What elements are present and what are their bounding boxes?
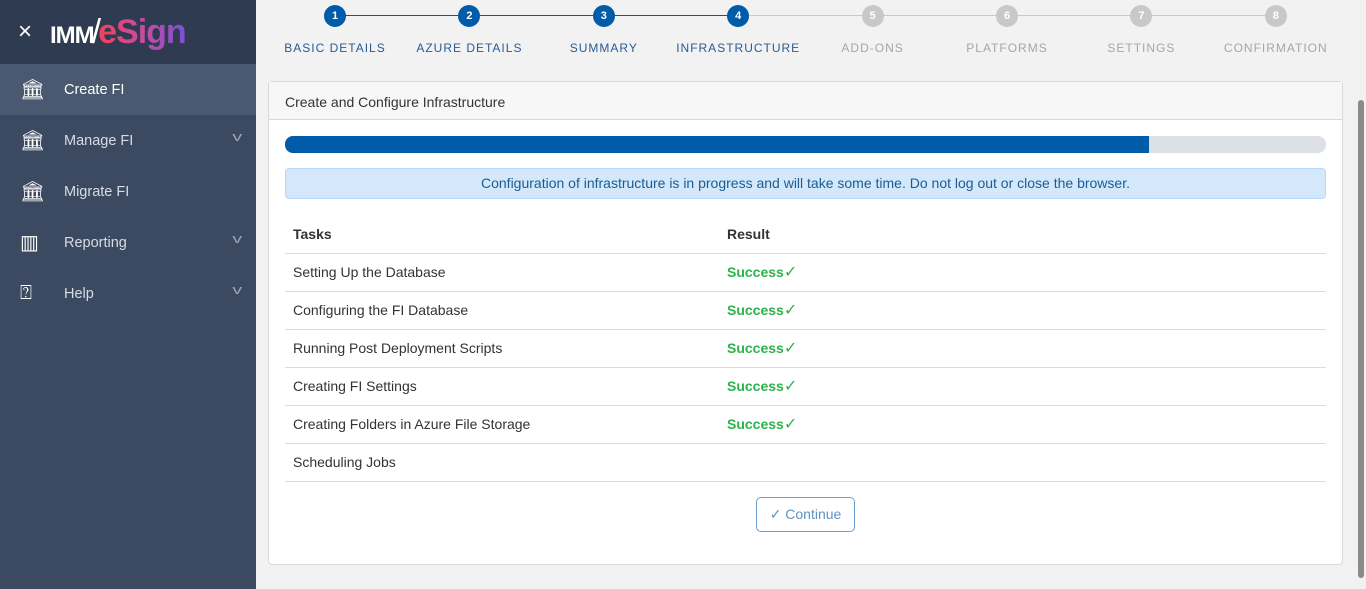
step-label: SETTINGS	[1107, 41, 1176, 55]
status-badge: Success	[727, 340, 784, 356]
wizard-stepper: 1 BASIC DETAILS 2 AZURE DETAILS 3 SUMMARY 4 INF…	[268, 0, 1343, 70]
continue-button[interactable]: ✓ Continue	[756, 497, 855, 532]
scrollbar-thumb[interactable]	[1358, 100, 1364, 578]
step-number: 2	[458, 5, 481, 27]
sidebar-item-label: Help	[64, 285, 94, 302]
task-result: Success✓	[719, 290, 1326, 329]
step-number: 5	[861, 5, 884, 27]
close-icon[interactable]: ×	[18, 18, 33, 45]
step-number: 3	[592, 5, 615, 27]
check-icon: ✓	[783, 416, 798, 433]
table-row: Configuring the FI Database Success✓	[285, 290, 1326, 329]
step-summary[interactable]: 3 SUMMARY	[537, 5, 671, 55]
check-icon: ✓	[769, 506, 782, 522]
step-label: BASIC DETAILS	[284, 41, 386, 55]
sidebar-item-label: Migrate FI	[64, 183, 130, 200]
sidebar-item-help[interactable]: ⍰ Help v	[0, 268, 256, 319]
step-label: SUMMARY	[569, 41, 638, 55]
step-settings[interactable]: 7 SETTINGS	[1074, 5, 1208, 55]
task-name: Creating Folders in Azure File Storage	[285, 404, 719, 443]
chevron-down-icon[interactable]: v	[231, 129, 242, 144]
chevron-down-icon[interactable]: v	[231, 282, 242, 297]
bar-chart-icon: ▥	[20, 232, 39, 254]
step-number: 6	[996, 5, 1018, 27]
table-row: Creating Folders in Azure File Storage Su…	[285, 404, 1326, 443]
step-confirmation[interactable]: 8 CONFIRMATION	[1209, 5, 1343, 55]
table-row: Setting Up the Database Success✓	[285, 252, 1326, 291]
status-badge: Success	[727, 416, 784, 432]
check-icon: ✓	[783, 264, 798, 281]
header-tasks: Tasks	[293, 225, 332, 242]
progress-fill	[285, 136, 1150, 153]
status-badge: Success	[727, 264, 784, 280]
step-number: 8	[1264, 5, 1287, 27]
sidebar-item-label: Reporting	[64, 234, 127, 251]
step-label: AZURE DETAILS	[416, 41, 523, 55]
bank-gear-icon: 🏛	[20, 130, 46, 152]
tasks-table: Tasks Result Setting Up the Database Succe…	[285, 215, 1326, 482]
card-title: Create and Configure Infrastructure	[269, 82, 1342, 120]
sidebar-item-manage-fi[interactable]: 🏛 Manage FI v	[0, 115, 256, 166]
task-name: Creating FI Settings	[285, 366, 719, 405]
logo: IMM / eSign	[50, 12, 187, 51]
step-label: ADD-ONS	[841, 41, 904, 55]
header-result: Result	[727, 225, 770, 242]
sidebar-item-label: Create FI	[64, 81, 125, 98]
check-icon: ✓	[783, 302, 798, 319]
step-label: INFRASTRUCTURE	[676, 41, 801, 55]
check-icon: ✓	[783, 378, 798, 395]
stepper-line-complete	[335, 15, 739, 16]
status-badge: Success	[727, 302, 784, 318]
step-azure-details[interactable]: 2 AZURE DETAILS	[402, 5, 536, 55]
bank-plus-icon: 🏛	[20, 79, 46, 101]
task-result: Success✓	[719, 328, 1326, 367]
step-label: CONFIRMATION	[1223, 41, 1328, 55]
sidebar-item-label: Manage FI	[64, 132, 134, 149]
step-platforms[interactable]: 6 PLATFORMS	[940, 5, 1074, 55]
task-name: Scheduling Jobs	[285, 442, 719, 482]
brand-header: × IMM / eSign	[0, 0, 256, 64]
infrastructure-card: Create and Configure Infrastructure Conf…	[268, 81, 1343, 565]
table-row: Running Post Deployment Scripts Success✓	[285, 328, 1326, 367]
progress-bar	[285, 136, 1326, 153]
sidebar: × IMM / eSign 🏛 Create FI 🏛 Manage FI v 🏛 Migrat…	[0, 0, 256, 589]
sidebar-item-reporting[interactable]: ▥ Reporting v	[0, 217, 256, 268]
step-basic-details[interactable]: 1 BASIC DETAILS	[268, 5, 402, 55]
step-add-ons[interactable]: 5 ADD-ONS	[806, 5, 940, 55]
help-bubble-icon: ⍰	[20, 282, 32, 304]
bank-arrow-icon: 🏛	[20, 181, 46, 203]
status-badge: Success	[727, 378, 784, 394]
sidebar-item-create-fi[interactable]: 🏛 Create FI	[0, 64, 256, 115]
step-number: 7	[1130, 5, 1153, 27]
step-number: 1	[324, 5, 346, 27]
task-result: Success✓	[719, 366, 1326, 405]
table-row: Scheduling Jobs	[285, 442, 1326, 482]
task-name: Running Post Deployment Scripts	[285, 328, 719, 367]
sidebar-item-migrate-fi[interactable]: 🏛 Migrate FI	[0, 166, 256, 217]
table-row: Creating FI Settings Success✓	[285, 366, 1326, 405]
scrollbar[interactable]	[1356, 0, 1366, 589]
step-label: PLATFORMS	[966, 41, 1048, 55]
info-alert: Configuration of infrastructure is in pr…	[285, 168, 1326, 199]
task-result	[719, 442, 1326, 482]
check-icon: ✓	[783, 340, 798, 357]
step-infrastructure[interactable]: 4 INFRASTRUCTURE	[671, 5, 805, 55]
chevron-down-icon[interactable]: v	[231, 231, 242, 246]
task-name: Setting Up the Database	[285, 252, 719, 291]
task-name: Configuring the FI Database	[285, 290, 719, 329]
task-result: Success✓	[719, 252, 1326, 291]
task-result: Success✓	[719, 404, 1326, 443]
step-number: 4	[727, 5, 750, 27]
